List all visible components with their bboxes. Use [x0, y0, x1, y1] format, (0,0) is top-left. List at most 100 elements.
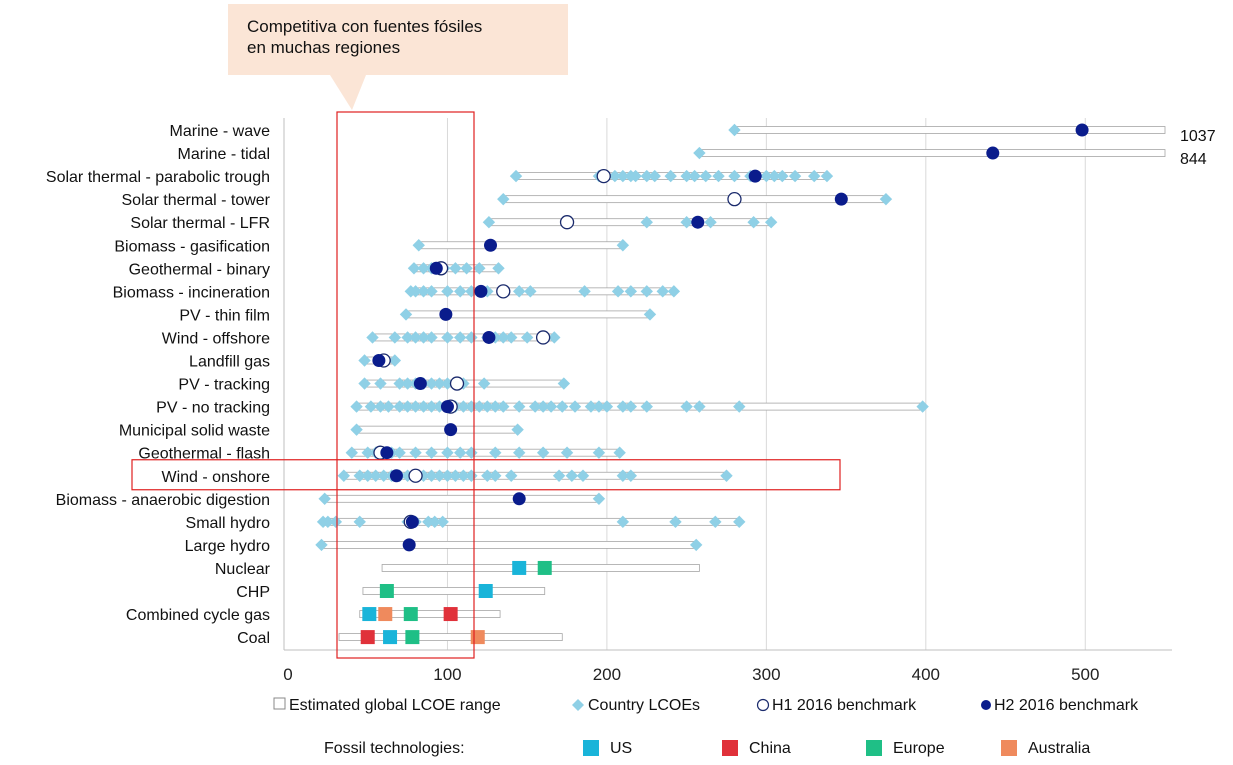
legend-h2-swatch — [981, 700, 991, 710]
category-label: Large hydro — [185, 538, 270, 555]
fossil-point-us — [362, 607, 377, 622]
country-lcoe-point — [361, 469, 374, 482]
h2-benchmark-point — [986, 146, 1000, 160]
x-tick-label: 300 — [752, 665, 780, 684]
country-lcoe-point — [536, 400, 550, 413]
category-label: Geothermal - flash — [138, 446, 270, 463]
country-lcoe-point — [643, 308, 657, 321]
lcoe-range-bar — [324, 494, 600, 503]
country-lcoe-point — [401, 400, 414, 413]
country-lcoe-point — [425, 469, 438, 482]
fossil-legend-swatch-us — [583, 740, 599, 756]
fossil-point-europe — [405, 630, 420, 645]
country-lcoe-point — [353, 515, 366, 529]
country-lcoe-point — [358, 354, 371, 367]
country-lcoe-point — [433, 469, 446, 482]
country-lcoe-point — [600, 400, 614, 413]
country-lcoe-point — [441, 377, 454, 390]
legend-h2-label: H2 2016 benchmark — [994, 697, 1139, 714]
country-lcoe-point — [393, 377, 406, 390]
country-lcoe-point — [399, 308, 413, 321]
country-lcoe-point — [680, 216, 693, 229]
country-lcoe-point — [699, 169, 712, 183]
country-lcoe-point — [425, 377, 438, 390]
country-lcoe-point — [669, 515, 682, 529]
country-lcoe-point — [624, 400, 638, 413]
country-lcoe-point — [497, 400, 510, 413]
lcoe-range-bar — [356, 425, 519, 434]
country-lcoe-point — [417, 262, 430, 275]
fossil-point-us — [383, 630, 398, 645]
country-lcoe-point — [481, 400, 494, 413]
country-lcoe-point — [489, 469, 502, 482]
h2-benchmark-point — [402, 538, 416, 552]
country-lcoe-point — [820, 169, 834, 183]
legend-h1-swatch — [756, 698, 770, 712]
country-lcoe-point — [616, 239, 630, 252]
country-lcoe-point — [477, 377, 491, 390]
h1-benchmark-point — [727, 191, 742, 207]
fossil-legend-label-china: China — [749, 740, 791, 757]
country-lcoe-point — [578, 285, 591, 298]
lcoe-range-bar — [321, 541, 697, 549]
category-label: Solar thermal - tower — [122, 192, 271, 209]
country-lcoe-point — [616, 169, 630, 183]
h2-benchmark-point — [1075, 123, 1089, 137]
legend-country-swatch — [572, 699, 584, 711]
country-lcoe-point — [768, 169, 781, 183]
country-lcoe-point — [425, 331, 438, 344]
country-lcoe-point — [640, 169, 653, 183]
country-lcoe-point — [728, 169, 741, 183]
h2-benchmark-point — [380, 446, 394, 460]
country-lcoe-point — [520, 331, 534, 344]
lcoe-range-bar — [698, 149, 1166, 157]
country-lcoe-point — [608, 169, 622, 183]
country-lcoe-point — [592, 446, 606, 459]
country-lcoe-point — [436, 515, 449, 529]
country-lcoe-point — [513, 285, 526, 298]
category-label: Marine - wave — [170, 123, 271, 140]
country-lcoe-point — [425, 446, 438, 459]
country-lcoe-point — [409, 400, 422, 413]
country-lcoe-point — [369, 469, 382, 482]
country-lcoe-point — [664, 169, 677, 183]
h2-benchmark-point — [474, 284, 488, 298]
country-lcoe-point — [764, 216, 778, 229]
country-lcoe-point — [524, 285, 537, 298]
category-label: PV - tracking — [178, 377, 270, 394]
country-lcoe-point — [497, 331, 510, 344]
fossil-legend-label-europe: Europe — [893, 740, 945, 757]
fossil-legend-label-us: US — [610, 740, 632, 757]
country-lcoe-point — [879, 192, 893, 206]
country-lcoe-point — [377, 469, 390, 482]
h2-benchmark-point — [512, 492, 526, 506]
off-scale-label: 1037 — [1180, 128, 1216, 145]
category-label: Combined cycle gas — [126, 607, 270, 624]
country-lcoe-point — [616, 400, 630, 413]
country-lcoe-point — [733, 515, 746, 529]
country-lcoe-point — [640, 216, 653, 229]
fossil-point-us — [512, 560, 527, 575]
country-lcoe-point — [733, 400, 746, 413]
country-lcoe-point — [624, 285, 638, 298]
h2-benchmark-point — [429, 261, 443, 275]
category-label: Biomass - anaerobic digestion — [56, 492, 270, 509]
country-lcoe-point — [465, 446, 478, 459]
country-lcoe-point — [560, 446, 574, 459]
country-lcoe-point — [401, 331, 414, 344]
h2-benchmark-point — [439, 307, 453, 321]
h1-benchmark-point — [408, 468, 423, 483]
country-lcoe-point — [565, 469, 579, 482]
country-lcoe-point — [656, 285, 669, 298]
country-lcoe-point — [489, 446, 502, 459]
country-lcoe-point — [366, 331, 379, 344]
callout-line-1: Competitiva con fuentes fósiles — [247, 17, 483, 36]
category-label: Nuclear — [215, 561, 271, 578]
country-lcoe-point — [640, 285, 653, 298]
country-lcoe-point — [428, 515, 441, 529]
country-lcoe-point — [460, 262, 473, 275]
country-lcoe-point — [353, 469, 366, 482]
country-lcoe-point — [449, 262, 462, 275]
country-lcoe-point — [509, 169, 523, 183]
country-lcoe-point — [473, 400, 486, 413]
